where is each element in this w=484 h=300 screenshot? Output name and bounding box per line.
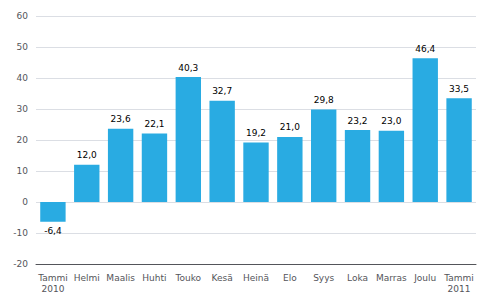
- svg-text:Touko: Touko: [175, 273, 202, 283]
- svg-text:Huhti: Huhti: [142, 273, 166, 283]
- svg-text:32,7: 32,7: [212, 86, 232, 96]
- svg-text:40: 40: [17, 73, 29, 83]
- svg-text:Heinä: Heinä: [243, 273, 269, 283]
- svg-text:23,2: 23,2: [348, 116, 368, 126]
- svg-text:46,4: 46,4: [415, 44, 435, 54]
- svg-text:2011: 2011: [448, 284, 471, 294]
- svg-text:Syys: Syys: [313, 273, 334, 283]
- svg-text:-6,4: -6,4: [44, 226, 62, 236]
- svg-text:Joulu: Joulu: [413, 273, 436, 283]
- svg-text:Loka: Loka: [347, 273, 368, 283]
- svg-text:40,3: 40,3: [178, 63, 198, 73]
- svg-text:12,0: 12,0: [77, 150, 97, 160]
- svg-text:0: 0: [22, 197, 28, 207]
- svg-text:-10: -10: [13, 228, 28, 238]
- svg-text:Helmi: Helmi: [74, 273, 100, 283]
- svg-text:50: 50: [17, 42, 29, 52]
- svg-text:23,0: 23,0: [381, 116, 401, 126]
- svg-text:Tammi: Tammi: [37, 273, 68, 283]
- svg-text:Kesä: Kesä: [212, 273, 233, 283]
- svg-text:-20: -20: [13, 259, 28, 269]
- svg-text:2010: 2010: [41, 284, 64, 294]
- svg-text:23,6: 23,6: [111, 114, 131, 124]
- svg-text:Marras: Marras: [376, 273, 407, 283]
- svg-text:22,1: 22,1: [144, 119, 164, 129]
- svg-text:33,5: 33,5: [449, 84, 469, 94]
- svg-text:29,8: 29,8: [314, 95, 334, 105]
- svg-text:21,0: 21,0: [280, 122, 300, 132]
- svg-text:10: 10: [17, 166, 29, 176]
- svg-text:Maalis: Maalis: [106, 273, 135, 283]
- svg-text:30: 30: [17, 104, 29, 114]
- svg-text:19,2: 19,2: [246, 128, 266, 138]
- svg-text:Elo: Elo: [283, 273, 297, 283]
- svg-text:20: 20: [17, 135, 29, 145]
- svg-text:Tammi: Tammi: [443, 273, 474, 283]
- svg-text:60: 60: [17, 11, 29, 21]
